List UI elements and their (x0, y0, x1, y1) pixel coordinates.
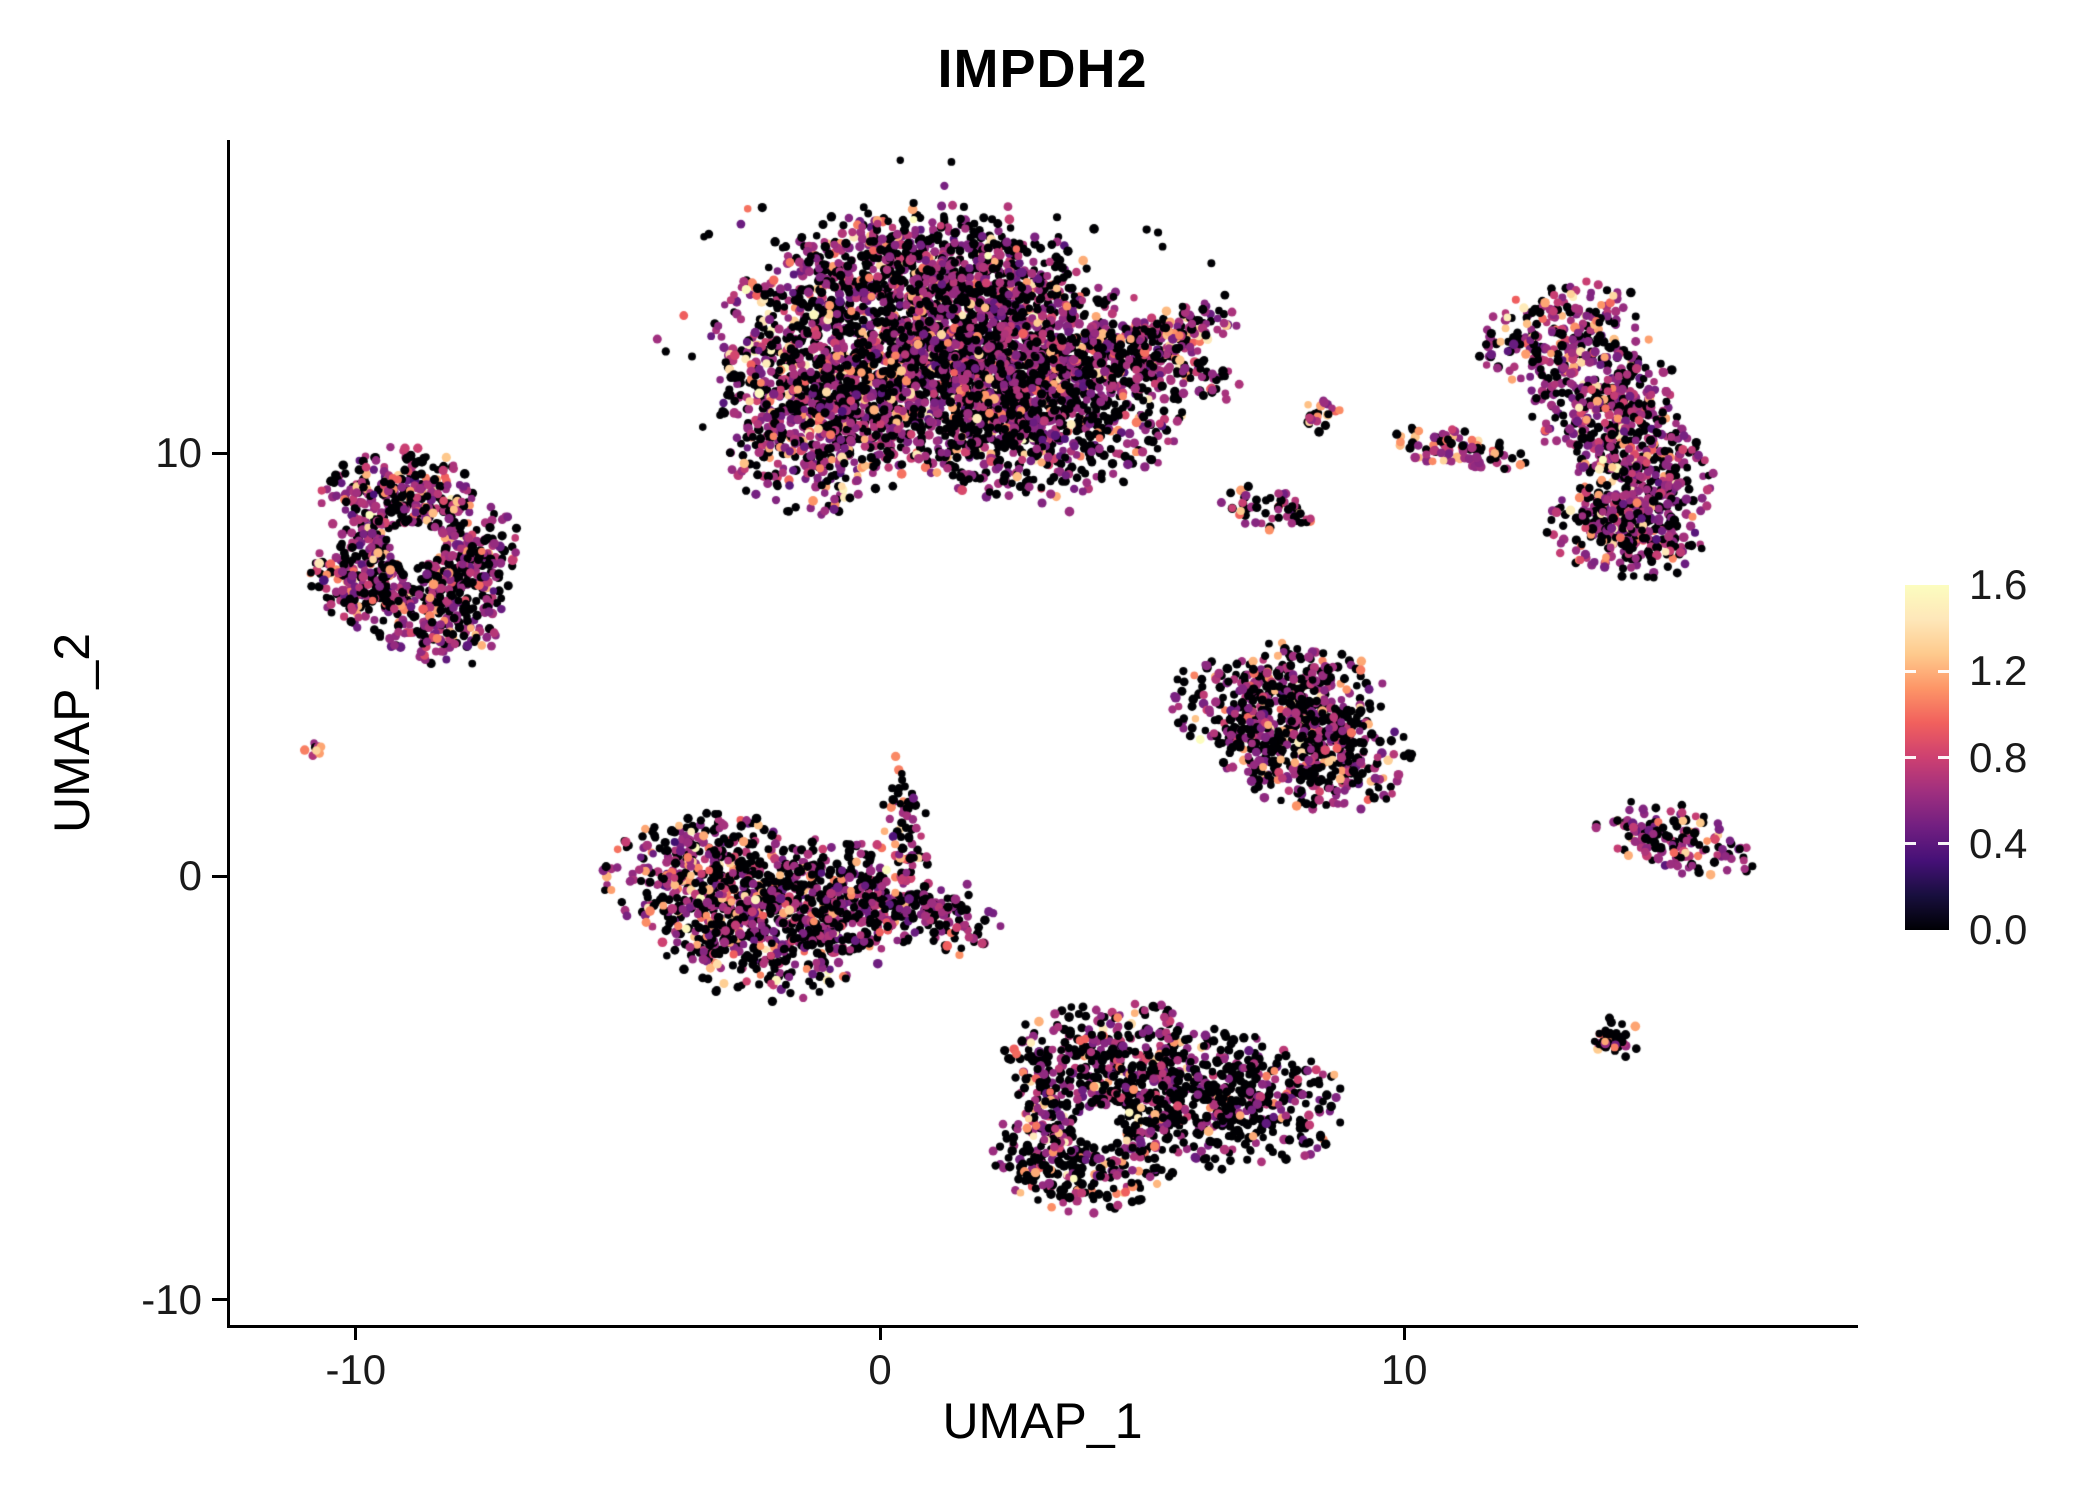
y-tick-label: -10 (141, 1275, 202, 1323)
y-tick-mark (212, 1298, 227, 1302)
y-tick-label: 10 (155, 429, 202, 477)
colorbar-tick-mark (1938, 756, 1949, 759)
colorbar-tick-label: 0.4 (1969, 819, 2028, 867)
colorbar-tick-label: 0.0 (1969, 906, 2028, 953)
colorbar-tick-label: 1.2 (1969, 647, 2028, 695)
y-axis-title: UMAP_2 (44, 632, 100, 834)
plot-title: IMPDH2 (937, 39, 1148, 99)
x-tick-label: 0 (868, 1346, 892, 1393)
x-axis-line (227, 1325, 1858, 1328)
colorbar-tick-label: 1.6 (1969, 561, 2028, 608)
colorbar-tick-mark (1905, 669, 1916, 673)
y-tick-mark (212, 451, 227, 455)
y-tick-label: 0 (178, 852, 202, 900)
x-tick-label: -10 (325, 1346, 387, 1393)
x-axis-title: UMAP_1 (942, 1393, 1143, 1449)
x-tick-mark (354, 1325, 358, 1340)
colorbar-tick-mark (1938, 669, 1949, 673)
colorbar-tick-mark (1905, 756, 1916, 759)
colorbar-tick-label: 0.8 (1969, 733, 2028, 781)
x-tick-mark (1402, 1325, 1406, 1340)
x-tick-label: 10 (1380, 1346, 1428, 1393)
y-axis-line (227, 140, 230, 1328)
y-tick-mark (212, 874, 227, 878)
x-tick-mark (878, 1325, 882, 1340)
colorbar-tick-mark (1938, 842, 1949, 846)
colorbar-tick-mark (1905, 842, 1916, 846)
